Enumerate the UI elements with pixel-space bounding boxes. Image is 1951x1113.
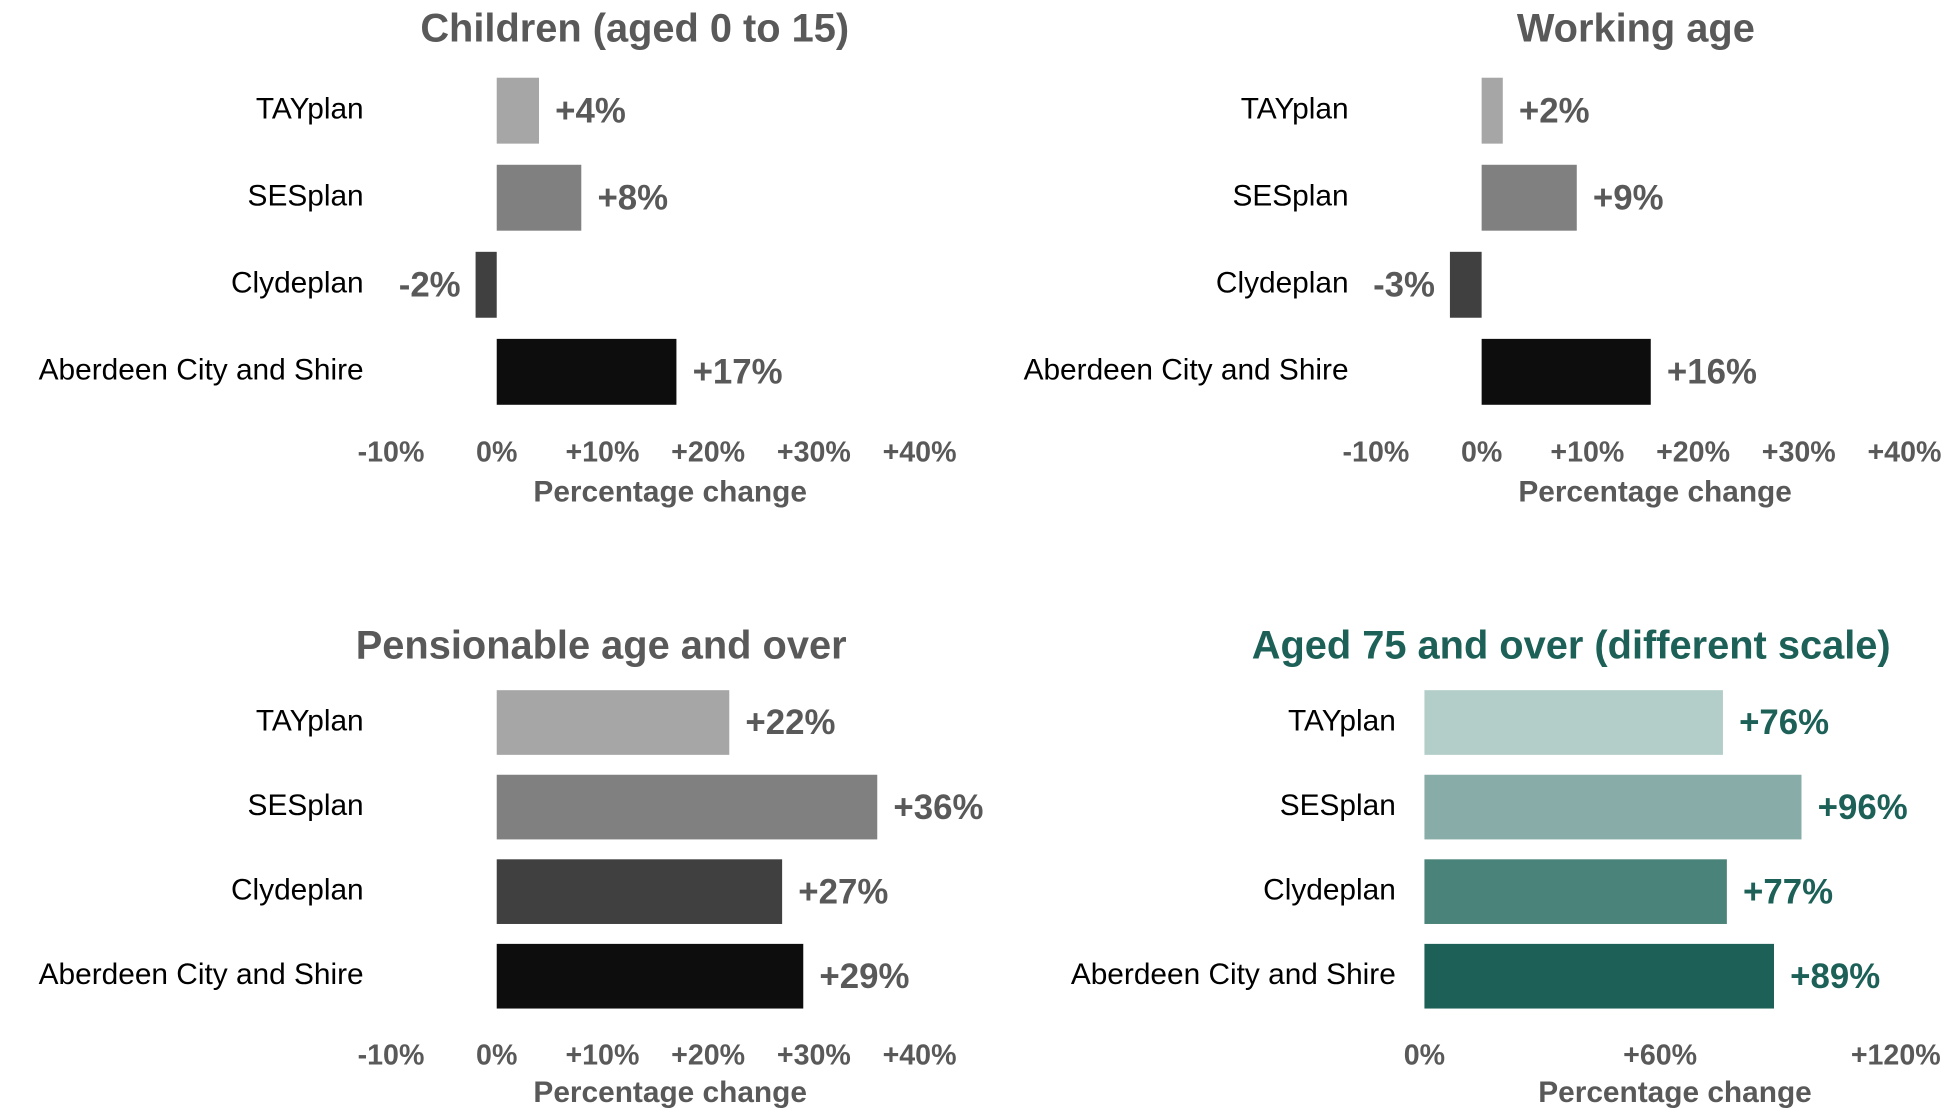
value-label: +22% — [745, 703, 835, 742]
chart-title: Working age — [1517, 7, 1755, 51]
bar — [1424, 774, 1802, 840]
bar — [496, 859, 783, 924]
value-label: +96% — [1818, 788, 1908, 827]
category-label: Clydeplan — [1263, 874, 1396, 907]
category-label: Clydeplan — [231, 874, 364, 907]
value-label: +29% — [819, 957, 909, 996]
x-tick-label: +30% — [777, 1040, 851, 1072]
x-axis-label: Percentage change — [1518, 476, 1792, 509]
x-tick-label: +20% — [1656, 436, 1730, 468]
x-tick-label: +60% — [1623, 1040, 1697, 1072]
x-tick-label: 0% — [476, 1040, 517, 1072]
bar — [1424, 859, 1727, 924]
x-tick-label: 0% — [1461, 436, 1502, 468]
x-tick-label: +30% — [777, 436, 851, 468]
x-tick-label: +10% — [1550, 436, 1624, 468]
x-tick-label: +30% — [1762, 436, 1836, 468]
category-label: Clydeplan — [1216, 267, 1349, 300]
bar — [496, 690, 730, 755]
x-tick-label: +10% — [565, 1040, 639, 1072]
category-label: SESplan — [248, 180, 364, 213]
x-tick-label: +40% — [883, 1040, 957, 1072]
value-label: +4% — [555, 91, 626, 130]
x-tick-label: +20% — [671, 436, 745, 468]
category-label: Aberdeen City and Shire — [1024, 354, 1349, 387]
chart-title: Aged 75 and over (different scale) — [1252, 623, 1891, 667]
category-label: Aberdeen City and Shire — [39, 354, 364, 387]
chart-title: Children (aged 0 to 15) — [420, 7, 849, 51]
value-label: +89% — [1790, 957, 1880, 996]
x-axis-label: Percentage change — [533, 1076, 807, 1109]
value-label: +76% — [1739, 703, 1829, 742]
category-label: TAYplan — [1288, 704, 1396, 737]
bar — [1449, 251, 1482, 318]
x-axis-label: Percentage change — [1538, 1076, 1812, 1109]
category-label: Aberdeen City and Shire — [39, 958, 364, 991]
category-label: SESplan — [1232, 180, 1348, 213]
bar — [1481, 77, 1503, 144]
bar — [475, 251, 497, 318]
value-label: +77% — [1743, 872, 1833, 911]
bar — [496, 774, 878, 840]
value-label: +16% — [1667, 353, 1757, 392]
x-tick-label: -10% — [1343, 436, 1410, 468]
category-label: TAYplan — [256, 93, 364, 126]
value-label: +2% — [1519, 91, 1590, 130]
category-label: TAYplan — [256, 704, 364, 737]
category-label: SESplan — [1280, 789, 1396, 822]
value-label: +36% — [893, 788, 983, 827]
category-label: TAYplan — [1241, 93, 1349, 126]
value-label: +8% — [597, 178, 668, 217]
category-label: Clydeplan — [231, 267, 364, 300]
value-label: -3% — [1373, 265, 1435, 304]
chart-title: Pensionable age and over — [356, 623, 847, 667]
x-tick-label: -10% — [358, 436, 425, 468]
bar — [496, 338, 677, 405]
bar — [496, 164, 582, 231]
bar — [496, 77, 540, 144]
x-tick-label: 0% — [1404, 1040, 1445, 1072]
bar — [1424, 943, 1774, 1009]
x-tick-label: +20% — [671, 1040, 745, 1072]
bar — [1424, 690, 1723, 755]
category-label: Aberdeen City and Shire — [1071, 958, 1396, 991]
x-axis-label: Percentage change — [533, 476, 807, 509]
bar — [1481, 338, 1651, 405]
value-label: +9% — [1593, 178, 1664, 217]
value-label: +27% — [798, 872, 888, 911]
value-label: -2% — [399, 265, 461, 304]
x-tick-label: +40% — [883, 436, 957, 468]
x-tick-label: +10% — [565, 436, 639, 468]
value-label: +17% — [693, 353, 783, 392]
x-tick-label: +120% — [1851, 1040, 1941, 1072]
x-tick-label: +40% — [1867, 436, 1941, 468]
x-tick-label: 0% — [476, 436, 517, 468]
bar — [496, 943, 804, 1009]
category-label: SESplan — [248, 789, 364, 822]
x-tick-label: -10% — [358, 1040, 425, 1072]
bar — [1481, 164, 1577, 231]
